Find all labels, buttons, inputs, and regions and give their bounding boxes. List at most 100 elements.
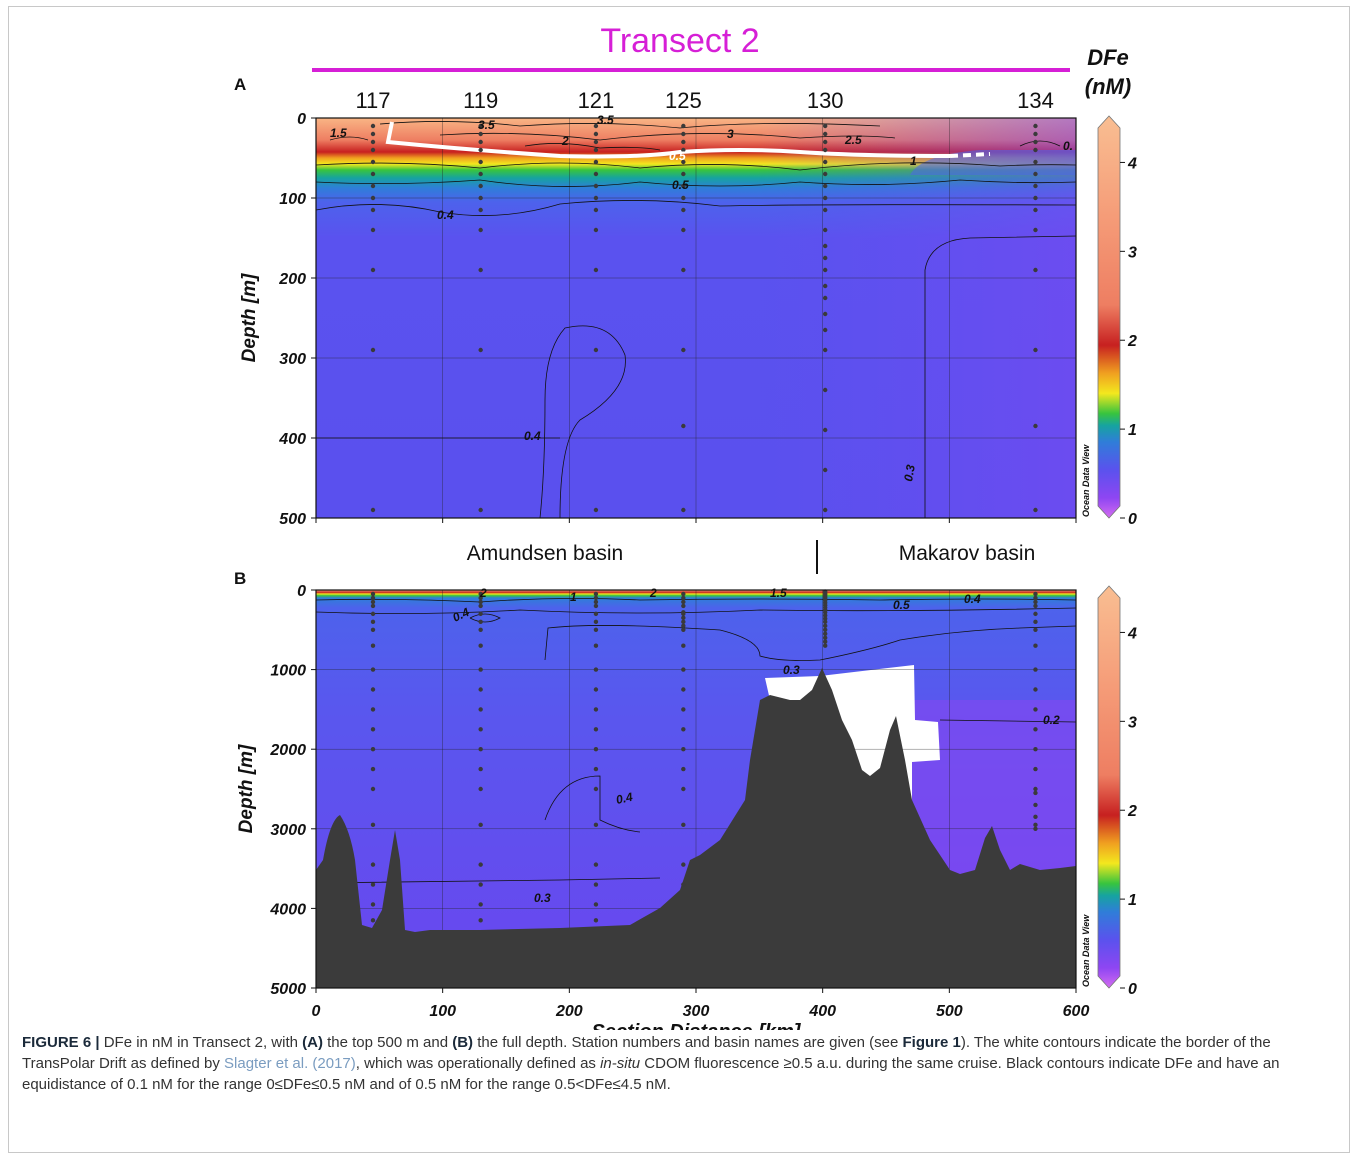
contour-label: 2	[479, 586, 487, 600]
sample-point	[681, 595, 686, 601]
sample-point	[478, 747, 483, 752]
sample-point	[1033, 267, 1038, 273]
sample-point	[681, 147, 686, 153]
panel-a-contours	[315, 121, 1077, 519]
caption-text: DFe in nM in Transect 2, with	[99, 1034, 303, 1051]
sample-point	[823, 295, 828, 301]
sample-point	[370, 159, 376, 165]
contour-label: 0.5	[672, 178, 689, 192]
sample-point	[1033, 123, 1038, 129]
contour-label: 3	[727, 127, 734, 141]
caption-ref-a: (A)	[302, 1034, 323, 1051]
sample-point	[370, 603, 376, 609]
sea-floor	[316, 668, 1076, 988]
sample-point	[1033, 826, 1038, 831]
contour-label: 0.2	[1043, 713, 1060, 727]
colorbar-tick-label: 2	[1127, 333, 1137, 350]
sample-point	[593, 786, 599, 792]
sample-point	[370, 611, 376, 617]
sample-point	[478, 603, 483, 609]
sample-point	[823, 159, 828, 165]
sample-point	[593, 643, 599, 648]
contour-label: 0.4	[450, 605, 471, 625]
sample-point	[1033, 727, 1038, 732]
panel-a-label: A	[234, 75, 246, 94]
colorbar-a-body	[1097, 115, 1121, 519]
sample-point	[370, 707, 376, 712]
sample-point	[478, 591, 483, 597]
sample-point	[681, 171, 686, 177]
sample-point	[823, 610, 828, 615]
sample-point	[1033, 139, 1038, 145]
sample-point	[478, 822, 483, 828]
sample-point	[823, 283, 828, 289]
panel-b-samples	[370, 589, 1038, 923]
sample-point	[823, 347, 828, 353]
colorbar-tick-label: 3	[1128, 244, 1137, 261]
panel-b-plot: 0.4 2 1 2 1.5 0.5 0.4 0.3 0.2 0.4 0.3 0 100 200 300 40…	[236, 583, 1089, 1030]
contour-label: 0.3	[534, 891, 551, 905]
caption-italic: in-situ	[600, 1055, 641, 1072]
sample-point	[593, 267, 599, 273]
station-label: 117	[355, 88, 390, 113]
sample-point	[681, 423, 686, 429]
panel-b-axes: 0 100 200 300 400 500 600 0 1000 2000 3000 4000 5000	[269, 583, 1089, 1020]
sample-point	[478, 643, 483, 648]
colorbar-tick-label: 2	[1127, 803, 1137, 820]
sample-point	[593, 882, 599, 887]
sample-point	[593, 902, 599, 907]
x-tick-label: 500	[936, 1003, 963, 1020]
sample-point	[370, 766, 376, 772]
station-label: 121	[578, 88, 615, 113]
panel-b-contour-labels: 0.4 2 1 2 1.5 0.5 0.4 0.3 0.2 0.4 0.3	[450, 586, 1060, 905]
colorbar-b-body	[1097, 585, 1121, 989]
sample-point	[370, 627, 376, 632]
sample-point	[1033, 595, 1038, 601]
colorbar-tick-label: 0	[1128, 981, 1137, 998]
sample-point	[823, 467, 828, 473]
sample-point	[681, 139, 686, 145]
sample-point	[681, 123, 686, 129]
sample-point	[478, 862, 483, 867]
sample-point	[593, 599, 599, 605]
contour-label: 0.5	[893, 598, 910, 612]
sample-point	[823, 227, 828, 233]
sample-point	[1033, 207, 1038, 213]
contour-label: 2.5	[844, 133, 862, 147]
sample-point	[823, 183, 828, 189]
panel-b-ylabel: Depth [m]	[236, 744, 257, 833]
colorbar-b: 0 1 2 3 4 Ocean Data View	[1081, 585, 1137, 998]
sample-point	[370, 591, 376, 597]
sample-point	[681, 822, 686, 828]
station-label: 119	[463, 88, 498, 113]
caption-citation-link[interactable]: Slagter et al. (2017)	[224, 1055, 356, 1072]
contour-label: 2	[649, 586, 657, 600]
sample-point	[1033, 667, 1038, 672]
contour-label: 0.5	[669, 149, 686, 163]
sample-point	[681, 207, 686, 213]
sample-point	[593, 123, 599, 129]
sample-point	[1033, 591, 1038, 597]
sample-point	[681, 862, 686, 867]
sample-point	[1033, 747, 1038, 752]
station-labels: 117 119 121 125 130 134	[355, 88, 1053, 113]
sample-point	[823, 123, 828, 129]
figure-frame	[8, 6, 1350, 1153]
sample-point	[370, 882, 376, 887]
caption-figure-link[interactable]: Figure 1	[902, 1034, 961, 1051]
caption-label: FIGURE 6 |	[22, 1034, 100, 1051]
caption-text: ). The white contours indicate the borde…	[22, 1034, 1271, 1072]
sample-point	[1033, 619, 1038, 625]
sample-point	[1033, 423, 1038, 429]
panel-a-plot: 1.5 3.5 3.5 3 2.5 2 0.5 0.5 1 0.4 0.4 0.3 0. 0 100 200…	[239, 111, 1077, 528]
sample-point	[823, 427, 828, 433]
sample-point	[478, 766, 483, 772]
sample-point	[681, 882, 686, 887]
sample-point	[370, 507, 376, 513]
sample-point	[681, 667, 686, 672]
sample-point	[823, 207, 828, 213]
sample-point	[370, 786, 376, 792]
sample-point	[823, 243, 828, 249]
sample-point	[681, 727, 686, 732]
colorbar-tick-label: 1	[1128, 892, 1137, 909]
